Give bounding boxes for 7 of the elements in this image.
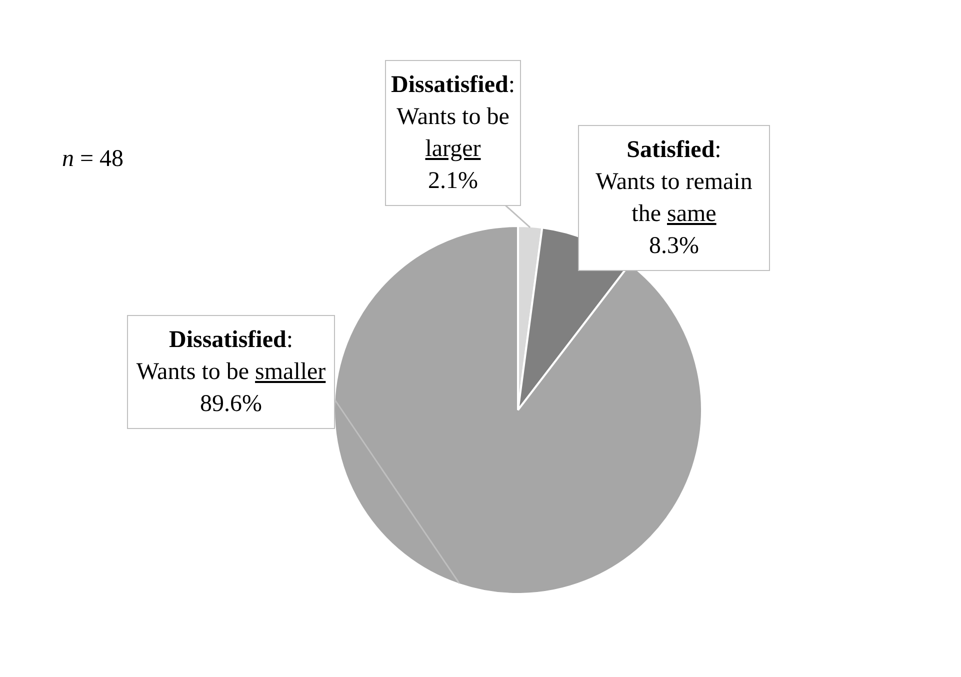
slice-label: Dissatisfied: Wants to be larger (390, 72, 515, 162)
slice-label: Satisfied: Wants to remain the same (596, 137, 752, 227)
data-label: 8.3% (649, 233, 699, 259)
category-label: Dissatisfied: Wants to be smaller (136, 327, 326, 385)
text: n = 48 (62, 146, 124, 173)
data-label: 2.1% (428, 168, 478, 194)
data-label: 89.6% (200, 391, 262, 417)
